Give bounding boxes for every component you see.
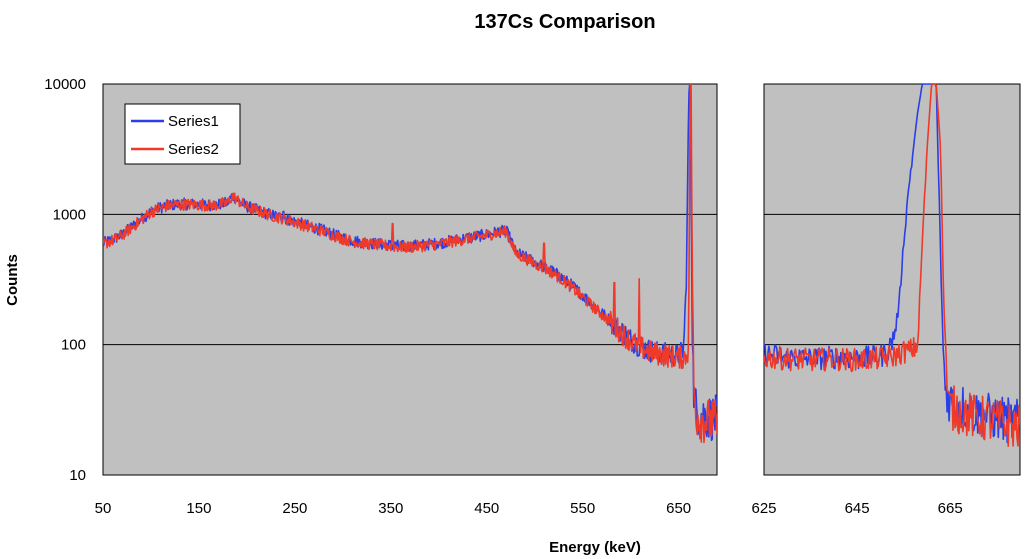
chart-title: 137Cs Comparison [474, 11, 655, 33]
y-axis-label: Counts [4, 254, 21, 306]
x-tick-label: 665 [938, 500, 963, 517]
y-tick-label: 10000 [44, 76, 86, 93]
legend-label-series1: Series1 [168, 113, 219, 130]
y-tick-labels: 10 100 1000 10000 [44, 76, 86, 484]
x-tick-label: 550 [570, 500, 595, 517]
x-tick-label: 150 [186, 500, 211, 517]
x-tick-label: 625 [751, 500, 776, 517]
x-tick-label: 645 [845, 500, 870, 517]
legend-label-series2: Series2 [168, 141, 219, 158]
x-tick-label: 450 [474, 500, 499, 517]
plot-panel-zoom: 625 645 665 [751, 83, 1021, 517]
x-tick-label: 50 [95, 500, 112, 517]
legend: Series1 Series2 [124, 103, 241, 165]
x-tick-label: 250 [282, 500, 307, 517]
x-tick-label: 650 [666, 500, 691, 517]
x-tick-label: 350 [378, 500, 403, 517]
y-tick-label: 10 [69, 467, 86, 484]
series-line-series2-zoom [764, 84, 1020, 448]
y-tick-label: 100 [61, 337, 86, 354]
y-tick-label: 1000 [53, 206, 86, 223]
legend-box [124, 103, 241, 165]
x-axis-label: Energy (keV) [549, 539, 641, 556]
series-line-series2-full [103, 84, 717, 444]
